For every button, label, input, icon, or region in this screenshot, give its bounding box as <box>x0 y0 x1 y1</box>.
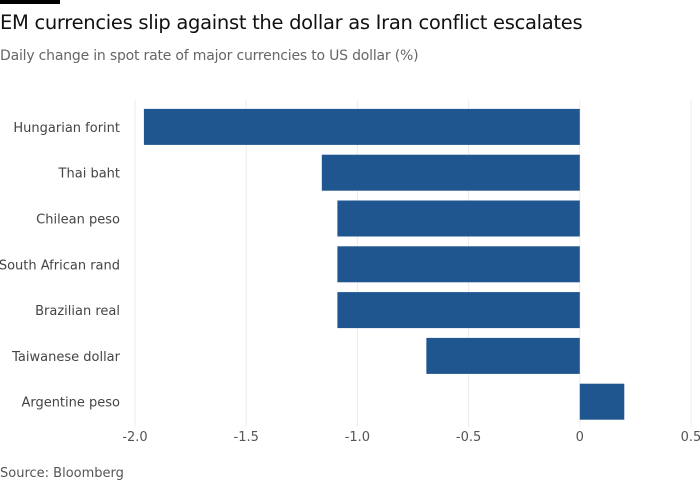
bar <box>426 337 580 374</box>
category-label: Thai baht <box>58 167 120 182</box>
category-label: Argentine peso <box>21 396 120 411</box>
bars <box>143 108 625 420</box>
x-tick-label: -0.5 <box>456 430 481 445</box>
bar <box>337 292 580 329</box>
bar <box>337 246 580 283</box>
source-note: Source: Bloomberg <box>0 466 124 481</box>
chart-subtitle: Daily change in spot rate of major curre… <box>0 48 419 64</box>
bar <box>143 108 580 145</box>
x-tick-label: -2.0 <box>122 430 147 445</box>
x-tick-label: -1.5 <box>234 430 259 445</box>
x-tick-label: 0.5 <box>681 430 700 445</box>
category-labels: Hungarian forint Thai baht Chilean peso Sou… <box>0 121 121 411</box>
brand-bar <box>0 0 60 4</box>
category-label: Brazilian real <box>35 304 120 319</box>
category-label: Hungarian forint <box>13 121 120 136</box>
bar-chart: Hungarian forint Thai baht Chilean peso Sou… <box>0 100 700 445</box>
category-label: Chilean peso <box>36 213 120 228</box>
x-axis-tick-labels: -2.0 -1.5 -1.0 -0.5 0 0.5 <box>122 430 700 445</box>
bar <box>337 200 580 237</box>
x-tick-label: 0 <box>576 430 584 445</box>
category-label: South African rand <box>0 258 120 273</box>
bar <box>321 154 580 191</box>
chart-title: EM currencies slip against the dollar as… <box>0 11 583 34</box>
category-label: Taiwanese dollar <box>11 350 121 365</box>
x-tick-label: -1.0 <box>345 430 370 445</box>
bar <box>579 383 625 420</box>
